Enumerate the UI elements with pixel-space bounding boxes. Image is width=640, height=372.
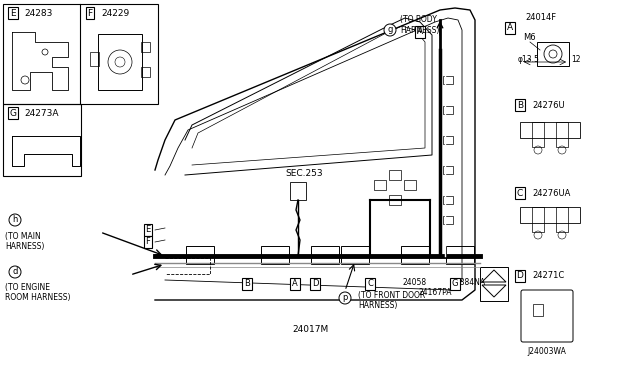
- Text: g: g: [387, 26, 393, 35]
- Text: 24014F: 24014F: [525, 13, 556, 22]
- Text: D: D: [312, 279, 318, 289]
- Bar: [261, 246, 289, 264]
- Bar: [90, 52, 99, 66]
- Text: E: E: [145, 225, 150, 234]
- Text: F: F: [88, 9, 93, 17]
- Text: 24229: 24229: [101, 9, 129, 17]
- Bar: [389, 170, 401, 180]
- Text: B: B: [244, 279, 250, 289]
- Bar: [532, 122, 544, 147]
- Text: (TO BODY
HARNESS): (TO BODY HARNESS): [400, 15, 440, 35]
- Bar: [533, 304, 543, 316]
- Text: 24058: 24058: [403, 278, 427, 287]
- Text: d: d: [12, 267, 18, 276]
- Bar: [443, 216, 453, 224]
- Text: A: A: [292, 279, 298, 289]
- Text: φ13.5: φ13.5: [518, 55, 540, 64]
- Bar: [341, 246, 369, 264]
- Text: 24271C: 24271C: [532, 272, 564, 280]
- Text: 24276U: 24276U: [532, 100, 564, 109]
- Bar: [446, 246, 474, 264]
- Bar: [404, 180, 416, 190]
- Bar: [3, 4, 158, 104]
- Text: J24003WA: J24003WA: [527, 347, 566, 356]
- Text: 24273A: 24273A: [24, 109, 58, 118]
- Bar: [3, 104, 81, 176]
- Bar: [443, 166, 453, 174]
- Text: p: p: [342, 294, 348, 302]
- Bar: [443, 76, 453, 84]
- Text: A: A: [507, 23, 513, 32]
- Bar: [443, 106, 453, 114]
- Bar: [141, 67, 150, 77]
- Bar: [401, 246, 429, 264]
- Text: F: F: [145, 237, 150, 247]
- Text: B: B: [517, 100, 523, 109]
- Bar: [290, 182, 306, 200]
- Bar: [480, 267, 508, 301]
- Bar: [443, 136, 453, 144]
- Text: 24167PA: 24167PA: [419, 288, 452, 297]
- Text: 12: 12: [571, 55, 580, 64]
- Text: E: E: [10, 9, 16, 17]
- Text: 24276UA: 24276UA: [532, 189, 570, 198]
- Text: D: D: [516, 272, 524, 280]
- Bar: [520, 207, 580, 223]
- Text: 76884NA: 76884NA: [451, 278, 486, 287]
- Bar: [532, 207, 544, 232]
- Bar: [389, 195, 401, 205]
- Bar: [443, 196, 453, 204]
- Text: G: G: [10, 109, 17, 118]
- Text: 24017M: 24017M: [292, 326, 328, 334]
- Text: M6: M6: [523, 33, 536, 42]
- Text: SEC.253: SEC.253: [285, 169, 323, 177]
- Bar: [537, 42, 569, 66]
- Bar: [556, 122, 568, 147]
- Bar: [98, 34, 142, 90]
- Text: (TO ENGINE
ROOM HARNESS): (TO ENGINE ROOM HARNESS): [5, 283, 70, 302]
- Text: 24283: 24283: [24, 9, 52, 17]
- Text: C: C: [517, 189, 523, 198]
- Text: h: h: [12, 215, 18, 224]
- Bar: [374, 180, 386, 190]
- Text: (TO MAIN
HARNESS): (TO MAIN HARNESS): [5, 232, 44, 251]
- Bar: [556, 207, 568, 232]
- Text: G: G: [452, 279, 458, 289]
- Bar: [520, 122, 580, 138]
- Bar: [311, 246, 339, 264]
- Bar: [186, 246, 214, 264]
- Bar: [141, 42, 150, 52]
- Text: C: C: [367, 279, 373, 289]
- Text: A: A: [417, 28, 423, 36]
- Text: (TO FRONT DOOR
HARNESS): (TO FRONT DOOR HARNESS): [358, 291, 425, 310]
